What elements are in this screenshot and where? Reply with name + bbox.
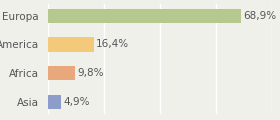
Text: 9,8%: 9,8%: [77, 68, 104, 78]
Text: 68,9%: 68,9%: [243, 11, 276, 21]
Bar: [48, 37, 94, 52]
Bar: [48, 95, 61, 109]
Bar: [48, 66, 75, 80]
Bar: [48, 9, 241, 23]
Text: 4,9%: 4,9%: [64, 97, 90, 107]
Text: 16,4%: 16,4%: [96, 39, 129, 49]
